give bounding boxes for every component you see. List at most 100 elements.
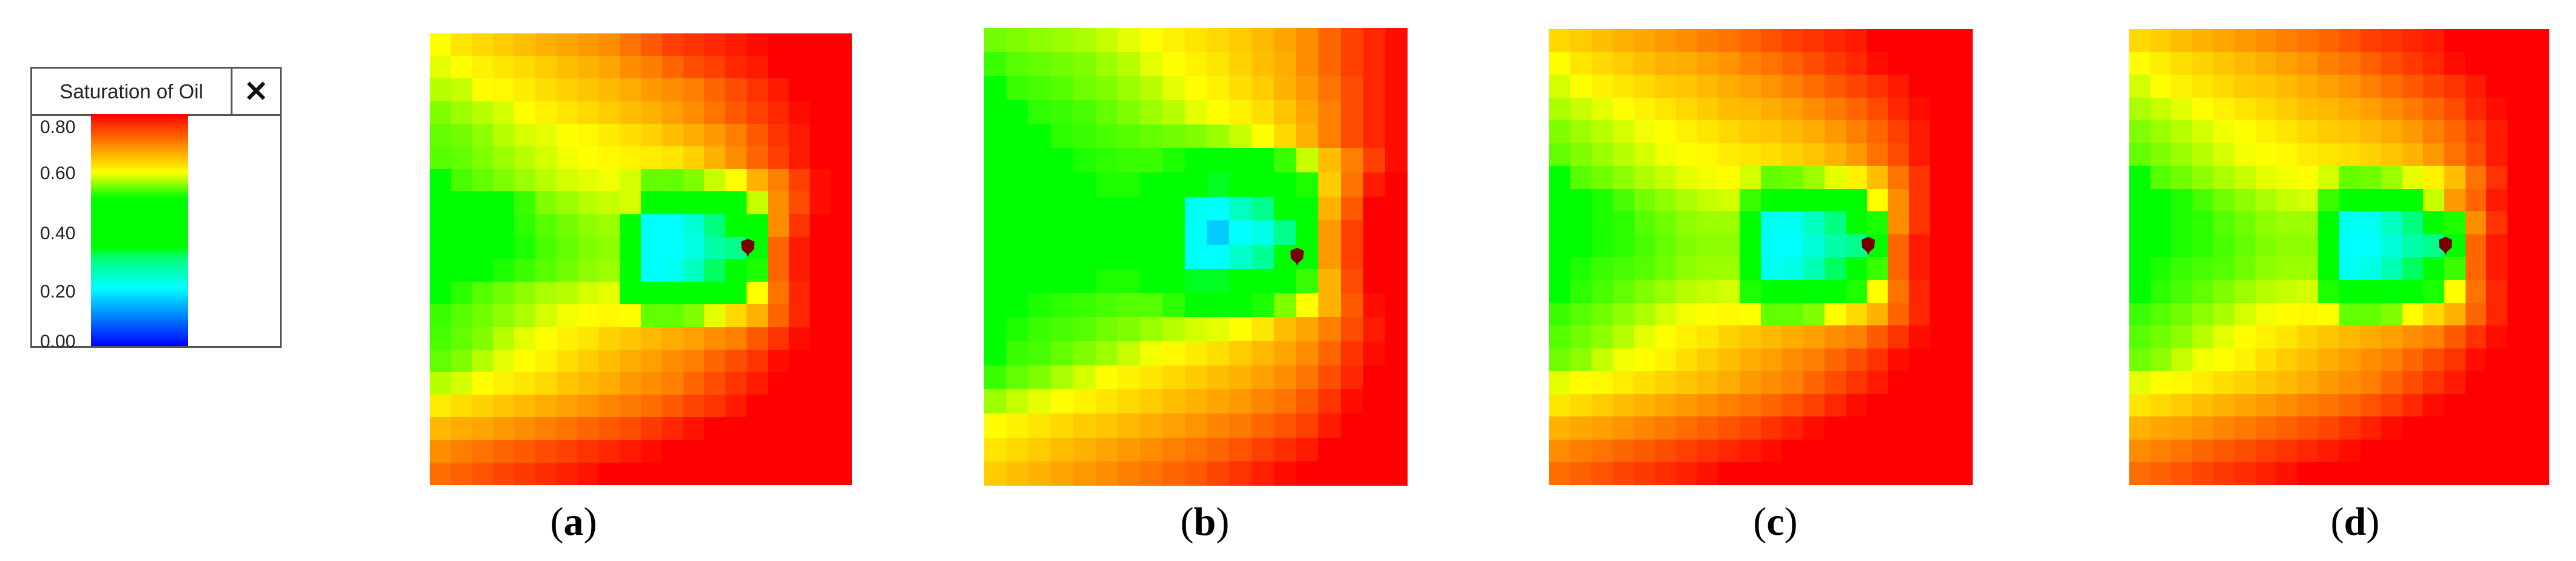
grid-cell — [1591, 166, 1613, 189]
panel-caption-b: (b) — [1181, 499, 1230, 545]
grid-cell — [1296, 389, 1319, 413]
grid-cell — [514, 372, 535, 395]
grid-cell — [704, 417, 726, 440]
grid-cell — [2150, 52, 2172, 75]
grid-cell — [2150, 75, 2172, 98]
grid-cell — [1006, 76, 1029, 101]
grid-cell — [1549, 462, 1570, 485]
grid-cell — [1184, 220, 1207, 245]
grid-cell — [2234, 211, 2256, 234]
grid-cell — [2234, 166, 2256, 189]
grid-cell — [1273, 28, 1296, 52]
grid-cell — [1340, 148, 1363, 173]
grid-cell — [2276, 120, 2297, 143]
grid-cell — [430, 327, 451, 350]
grid-cell — [472, 191, 493, 214]
grid-cell — [1296, 268, 1319, 293]
grid-cell — [2192, 439, 2214, 463]
grid-cell — [2528, 75, 2549, 98]
grid-cell — [2444, 29, 2466, 52]
grid-cell — [831, 146, 852, 169]
grid-cell — [2507, 188, 2529, 212]
grid-cell — [2192, 280, 2214, 303]
grid-cell — [2318, 439, 2339, 463]
grid-cell — [1824, 75, 1846, 98]
grid-cell — [1162, 148, 1185, 173]
grid-cell — [1028, 293, 1051, 318]
grid-cell — [1117, 245, 1141, 269]
grid-cell — [1888, 257, 1910, 280]
grid-cell — [620, 78, 641, 101]
grid-cell — [1385, 461, 1408, 486]
grid-cell — [514, 33, 535, 56]
grid-cell — [1140, 220, 1162, 245]
grid-cell — [450, 462, 472, 485]
grid-cell — [2318, 416, 2339, 440]
grid-cell — [2360, 416, 2382, 440]
grid-cell — [683, 78, 705, 101]
grid-cell — [640, 417, 662, 440]
grid-cell — [767, 101, 789, 124]
grid-cell — [1207, 196, 1230, 221]
grid-cell — [620, 282, 641, 305]
grid-cell — [1866, 97, 1888, 121]
grid-cell — [1676, 234, 1698, 257]
grid-cell — [472, 236, 493, 259]
grid-cell — [1697, 439, 1719, 463]
grid-cell — [1633, 166, 1655, 189]
close-icon[interactable]: ✕ — [243, 75, 269, 108]
grid-cell — [577, 56, 599, 79]
grid-cell — [430, 214, 451, 237]
grid-cell — [1296, 365, 1319, 390]
grid-cell — [831, 259, 852, 282]
grid-cell — [2255, 29, 2277, 52]
grid-cell — [1676, 393, 1698, 417]
grid-cell — [2276, 29, 2297, 52]
grid-cell — [598, 78, 620, 101]
grid-cell — [1340, 100, 1363, 124]
grid-cell — [1140, 172, 1162, 197]
grid-cell — [2276, 462, 2297, 485]
grid-cell — [1073, 413, 1096, 438]
grid-cell — [746, 214, 768, 237]
grid-cell — [535, 259, 557, 282]
grid-cell — [984, 461, 1006, 486]
grid-cell — [1570, 75, 1591, 98]
grid-cell — [1612, 120, 1634, 143]
grid-cell — [514, 395, 535, 418]
grid-cell — [2339, 280, 2361, 303]
grid-cell — [788, 123, 810, 146]
grid-cell — [1697, 52, 1719, 75]
grid-cell — [1095, 365, 1118, 390]
grid-cell — [430, 417, 451, 440]
grid-cell — [1570, 29, 1591, 52]
grid-cell — [472, 78, 493, 101]
grid-cell — [1740, 211, 1761, 234]
grid-cell — [2465, 325, 2487, 348]
grid-cell — [1006, 172, 1029, 197]
grid-cell — [2318, 348, 2339, 372]
grid-cell — [2171, 416, 2192, 440]
grid-cell — [1909, 462, 1931, 485]
grid-cell — [620, 417, 641, 440]
grid-cell — [2255, 143, 2277, 166]
grid-cell — [1140, 76, 1162, 101]
grid-cell — [2255, 75, 2277, 98]
grid-cell — [2528, 166, 2549, 189]
grid-cell — [1930, 416, 1952, 440]
grid-cell — [788, 372, 810, 395]
grid-cell — [1803, 302, 1825, 326]
caption-close-paren: ) — [583, 500, 597, 544]
caption-letter: a — [563, 500, 584, 544]
grid-cell — [1363, 341, 1386, 365]
grid-cell — [1340, 76, 1363, 101]
grid-cell — [430, 440, 451, 463]
grid-cell — [1612, 416, 1634, 440]
grid-cell — [2213, 211, 2234, 234]
grid-cell — [1318, 461, 1341, 486]
grid-cell — [556, 56, 578, 79]
grid-cell — [1633, 52, 1655, 75]
grid-cell — [2423, 188, 2444, 212]
grid-cell — [2276, 166, 2297, 189]
grid-cell — [1633, 416, 1655, 440]
